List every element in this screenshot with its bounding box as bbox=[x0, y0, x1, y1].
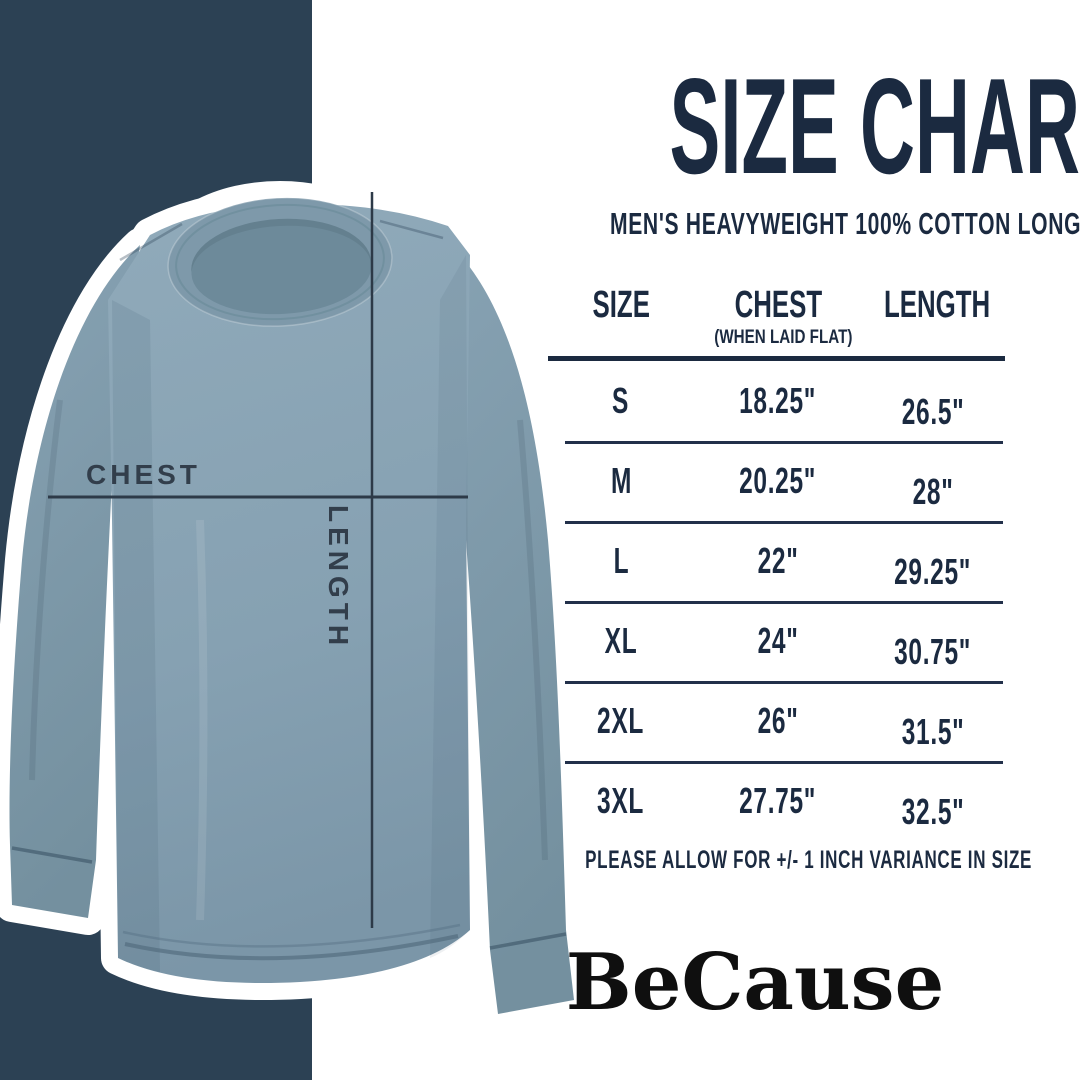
length-value: 30.75" bbox=[894, 631, 972, 672]
row-divider bbox=[565, 441, 1003, 444]
column-header-chest-subnote: (WHEN LAID FLAT) bbox=[714, 327, 853, 348]
size-value: 2XL bbox=[597, 700, 645, 741]
chest-value: 27.75" bbox=[739, 780, 817, 821]
length-measure-label: LENGTH bbox=[323, 505, 354, 651]
table-row: S 18.25" 26.5" bbox=[545, 361, 1007, 441]
chest-value: 24" bbox=[757, 620, 799, 661]
length-value: 26.5" bbox=[901, 391, 965, 432]
shirt-body-group bbox=[9, 197, 574, 1014]
length-value: 32.5" bbox=[901, 791, 965, 832]
brand-logo-wrap: BeCause bbox=[480, 944, 1030, 1022]
page-subtitle: MEN'S HEAVYWEIGHT 100% COTTON LONG SLEEV… bbox=[609, 206, 1080, 241]
length-value: 31.5" bbox=[901, 711, 965, 752]
table-header-rule bbox=[548, 356, 1005, 361]
row-divider bbox=[565, 761, 1003, 764]
table-row: L 22" 29.25" bbox=[545, 521, 1007, 601]
size-table-body: S 18.25" 26.5" M 20.25" 28" L 22" 29.25"… bbox=[545, 361, 1007, 841]
brand-logo: BeCause bbox=[565, 937, 945, 1028]
column-header-size-label: SIZE bbox=[592, 284, 650, 326]
size-value: XL bbox=[604, 620, 638, 661]
table-row: XL 24" 30.75" bbox=[545, 601, 1007, 681]
row-divider bbox=[565, 681, 1003, 684]
column-header-length-label: LENGTH bbox=[883, 284, 991, 326]
chest-value: 18.25" bbox=[739, 380, 817, 421]
size-value: S bbox=[612, 380, 630, 421]
column-header-chest: CHEST (WHEN LAID FLAT) bbox=[697, 284, 859, 349]
length-value: 29.25" bbox=[894, 551, 972, 592]
size-value: 3XL bbox=[597, 780, 645, 821]
measurement-lines bbox=[48, 192, 468, 928]
chest-measure-label: CHEST bbox=[86, 459, 201, 490]
length-value: 28" bbox=[912, 471, 954, 512]
table-row: 2XL 26" 31.5" bbox=[545, 681, 1007, 761]
size-value: M bbox=[610, 460, 632, 501]
chest-value: 22" bbox=[757, 540, 799, 581]
page-subtitle-wrap: MEN'S HEAVYWEIGHT 100% COTTON LONG SLEEV… bbox=[477, 206, 1080, 242]
row-divider bbox=[565, 601, 1003, 604]
page-title-wrap: SIZE CHART bbox=[490, 58, 1080, 194]
table-row: M 20.25" 28" bbox=[545, 441, 1007, 521]
page-title: SIZE CHART bbox=[669, 50, 1080, 202]
size-table-header: SIZE CHEST (WHEN LAID FLAT) LENGTH bbox=[545, 284, 1007, 349]
table-row: 3XL 27.75" 32.5" bbox=[545, 761, 1007, 841]
variance-note: PLEASE ALLOW FOR +/- 1 INCH VARIANCE IN … bbox=[585, 846, 1033, 874]
variance-note-wrap: PLEASE ALLOW FOR +/- 1 INCH VARIANCE IN … bbox=[480, 846, 1033, 875]
column-header-length: LENGTH bbox=[859, 284, 1007, 349]
shirt-photo bbox=[0, 192, 574, 1014]
column-header-chest-label: CHEST bbox=[734, 284, 822, 326]
column-header-size: SIZE bbox=[545, 284, 697, 349]
row-divider bbox=[565, 521, 1003, 524]
chest-value: 26" bbox=[757, 700, 799, 741]
chest-value: 20.25" bbox=[739, 460, 817, 501]
shirt-collar bbox=[167, 197, 393, 327]
size-value: L bbox=[613, 540, 629, 581]
